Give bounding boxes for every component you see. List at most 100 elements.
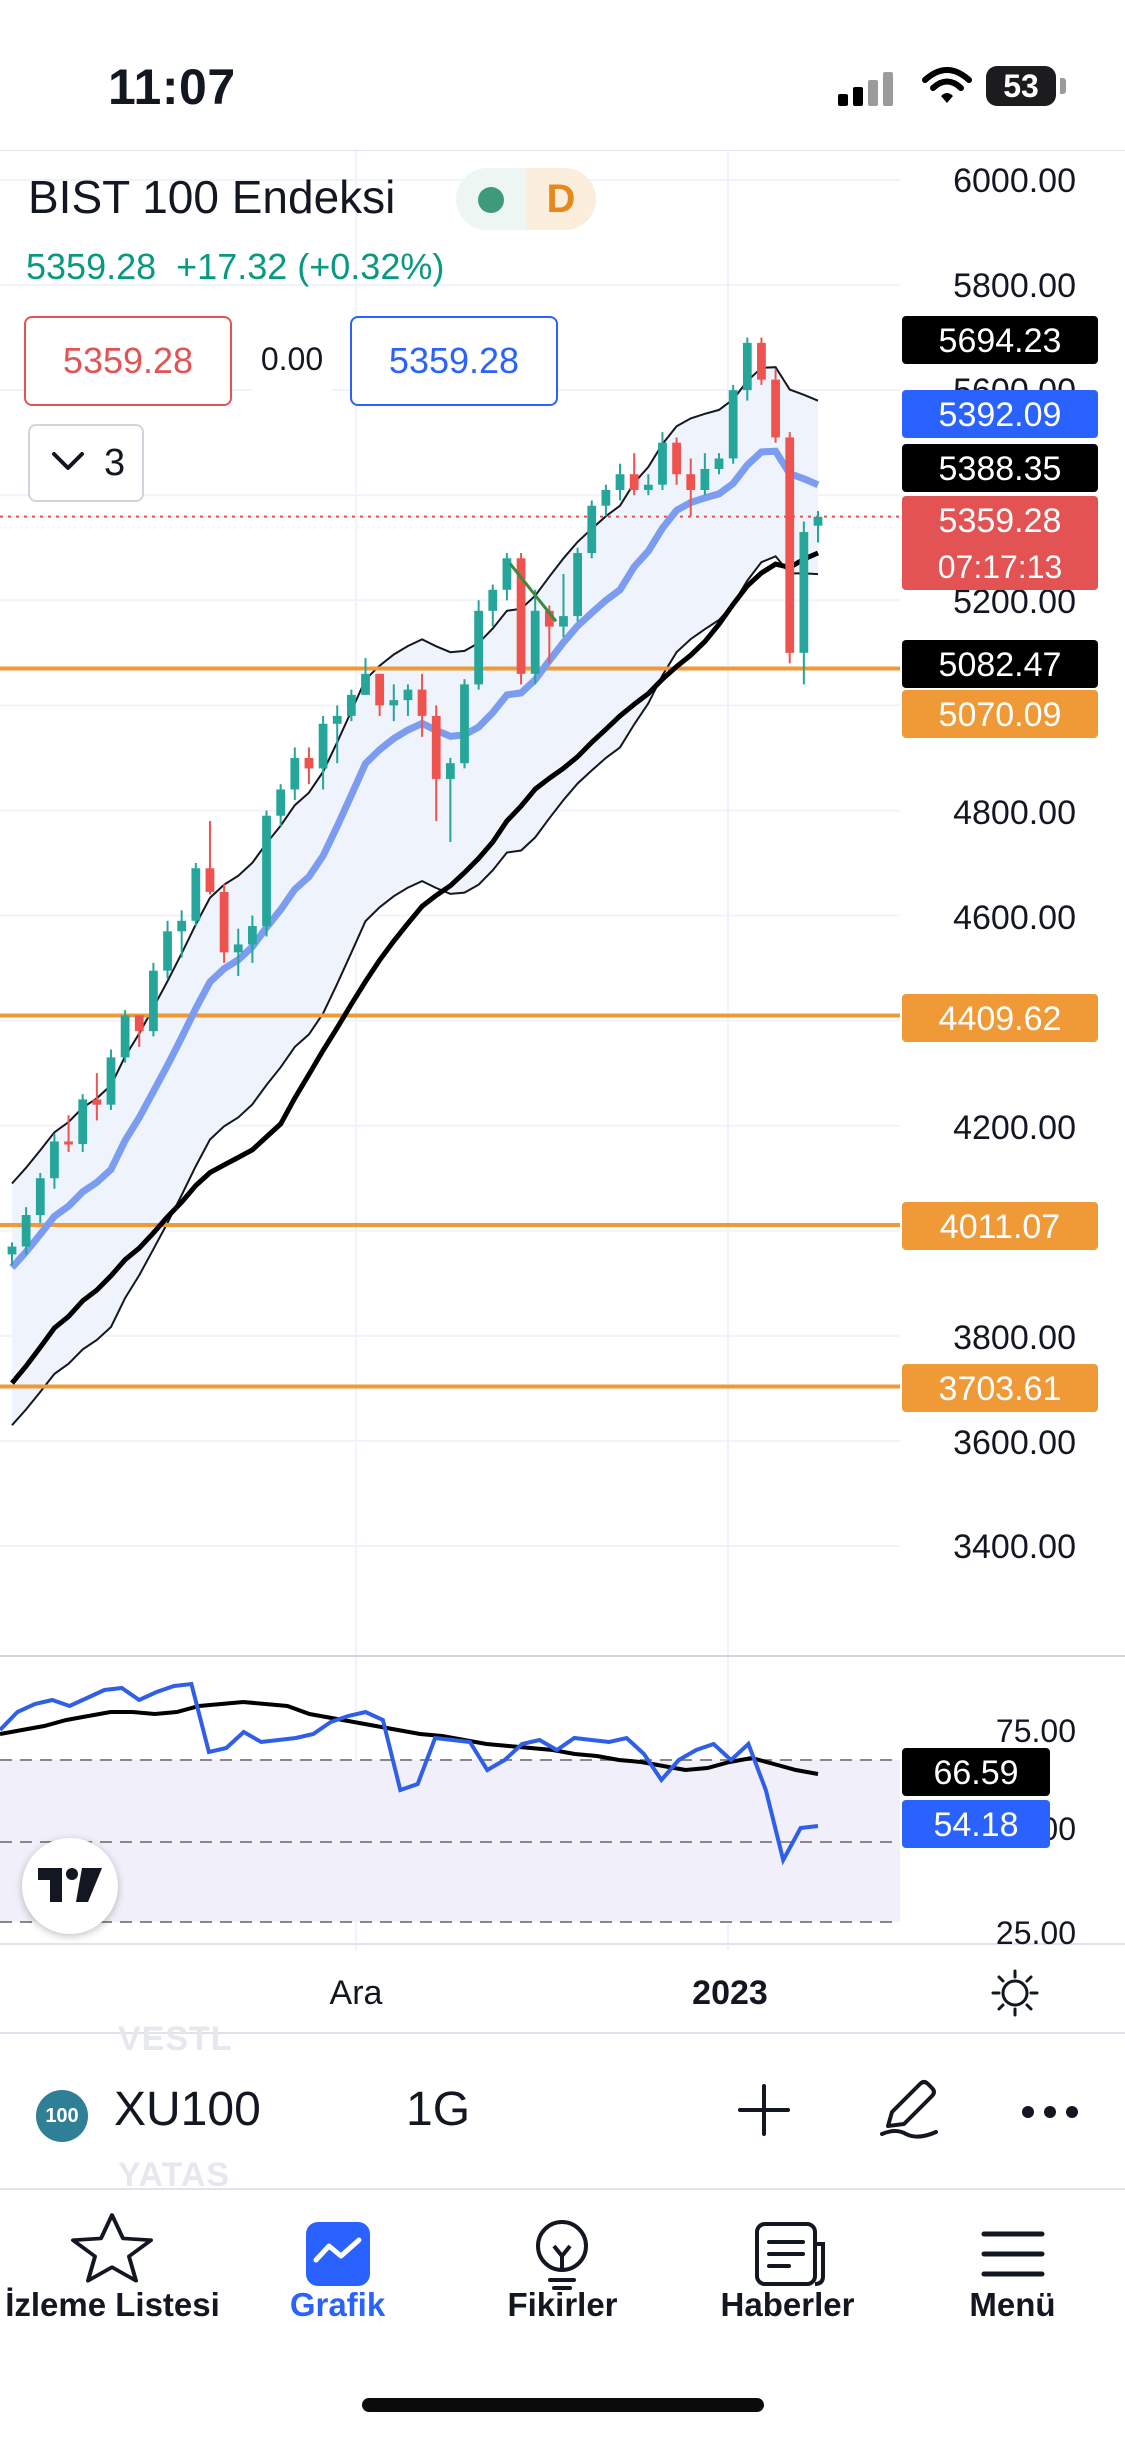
- candle-body: [318, 723, 328, 769]
- rsi-signal-line: [0, 1699, 819, 1776]
- lightbulb-icon: [536, 2220, 588, 2290]
- price-chart[interactable]: 6000.005800.005600.005200.004800.004600.…: [0, 150, 1125, 2030]
- price-label-text: 5392.09: [939, 396, 1062, 434]
- chart-icon: [306, 2222, 370, 2286]
- rsi-label-text: 54.18: [933, 1806, 1018, 1844]
- newspaper-icon: [755, 2222, 825, 2286]
- price-label-box: [902, 1364, 1098, 1412]
- candle-body: [205, 868, 215, 892]
- rsi-line: [0, 1681, 819, 1866]
- candle-body: [403, 689, 413, 701]
- indicators-toggle[interactable]: 3: [28, 424, 144, 502]
- candle-body: [530, 610, 540, 674]
- candle-body: [120, 1015, 130, 1058]
- price-label-box: [902, 390, 1098, 438]
- tab-menu[interactable]: Menü: [900, 2190, 1125, 2350]
- symbol-selector[interactable]: XU100: [114, 2083, 261, 2136]
- countdown-text: 07:17:13: [938, 549, 1063, 585]
- price-summary: 5359.28 +17.32 (+0.32%): [26, 246, 444, 288]
- candle-body: [488, 589, 498, 611]
- tab-label: İzleme Listesi: [5, 2286, 220, 2323]
- candle-body: [21, 1215, 31, 1247]
- tab-label: Menü: [969, 2286, 1056, 2323]
- price-change: +17.32 (+0.32%): [176, 246, 445, 287]
- candle-body: [7, 1246, 17, 1255]
- rsi-label-box: [902, 1800, 1050, 1848]
- price-axis-tick: 4800.00: [953, 794, 1076, 832]
- buy-button[interactable]: 5359.28: [350, 316, 558, 406]
- candle-body: [346, 694, 356, 716]
- wifi-icon: [922, 67, 972, 103]
- drawing-tool-icon[interactable]: [876, 2074, 942, 2140]
- candle-body: [332, 715, 342, 724]
- symbol-title[interactable]: BIST 100 Endeksi: [28, 171, 396, 223]
- tab-watchlist[interactable]: İzleme Listesi: [0, 2190, 225, 2350]
- market-status-pill[interactable]: D: [456, 168, 596, 230]
- candle-body: [106, 1057, 116, 1105]
- symbol-badge[interactable]: 100: [36, 2090, 88, 2142]
- channel-fill: [12, 367, 818, 1426]
- spread-value: 0.00: [252, 316, 332, 402]
- tradingview-logo-icon[interactable]: [22, 1838, 118, 1934]
- candle-body: [149, 970, 158, 1032]
- candle-body: [728, 390, 738, 459]
- candle-body: [742, 342, 752, 391]
- rsi-label-box: [902, 1748, 1050, 1796]
- candle-body: [290, 757, 300, 790]
- add-icon[interactable]: [736, 2082, 792, 2138]
- candle-body: [686, 474, 696, 490]
- candle-body: [64, 1141, 73, 1145]
- rsi-axis-tick: 75.00: [996, 1713, 1076, 1749]
- candle-body: [78, 1099, 88, 1145]
- battery-level: 53: [1003, 68, 1039, 104]
- settings-gear-icon[interactable]: [990, 1968, 1040, 2018]
- ma-blue-line: [9, 447, 820, 1270]
- time-axis-label: Ara: [330, 1974, 383, 2012]
- chevron-down-icon: [52, 452, 84, 470]
- candle-body: [700, 468, 710, 490]
- ma-black-line: [10, 550, 819, 1385]
- candle-body: [276, 789, 286, 816]
- price-label-box: [902, 690, 1098, 738]
- interval-selector[interactable]: 1G: [406, 2083, 471, 2136]
- candle-body: [445, 763, 455, 779]
- tab-chart[interactable]: Grafik: [225, 2190, 450, 2350]
- tab-news[interactable]: Haberler: [675, 2190, 900, 2350]
- candle-body: [35, 1178, 45, 1216]
- price-axis-tick: 5800.00: [953, 267, 1076, 305]
- price-label-text: 5082.47: [939, 646, 1062, 684]
- candle-body: [785, 437, 795, 653]
- tab-ideas[interactable]: Fikirler: [450, 2190, 675, 2350]
- chart-area[interactable]: 6000.005800.005600.005200.004800.004600.…: [0, 150, 1125, 2030]
- candle-body: [233, 944, 243, 953]
- candle-body: [304, 757, 314, 769]
- candle-body: [643, 484, 653, 490]
- tab-label: Haberler: [720, 2286, 855, 2323]
- more-options-icon[interactable]: [1020, 2104, 1080, 2120]
- tab-label: Fikirler: [507, 2286, 618, 2323]
- price-label-text: 5694.23: [939, 322, 1062, 360]
- candle-body: [460, 684, 469, 764]
- candle-body: [361, 673, 370, 695]
- candle-body: [799, 532, 809, 653]
- status-time: 11:07: [108, 59, 236, 115]
- candle-body: [474, 610, 484, 685]
- price-label-box: [902, 496, 1098, 590]
- candle-body: [92, 1099, 102, 1105]
- hamburger-menu-icon: [981, 2231, 1045, 2277]
- candle-body: [262, 815, 271, 927]
- candle-body: [163, 931, 172, 971]
- sell-button[interactable]: 5359.28: [24, 316, 232, 406]
- price-label-text: 3703.61: [939, 1370, 1062, 1408]
- star-icon: [71, 2213, 153, 2283]
- price-label-box: [902, 444, 1098, 492]
- home-indicator: [362, 2398, 764, 2412]
- candle-body: [248, 926, 257, 945]
- market-open-dot: [478, 187, 504, 213]
- status-bar: 11:07 53: [0, 0, 1125, 150]
- battery-cap: [1060, 78, 1066, 94]
- price-axis-tick: 3600.00: [953, 1424, 1076, 1462]
- rsi-axis-tick: 25.00: [996, 1915, 1076, 1951]
- candle-body: [50, 1141, 59, 1179]
- battery-icon: 53: [986, 66, 1056, 106]
